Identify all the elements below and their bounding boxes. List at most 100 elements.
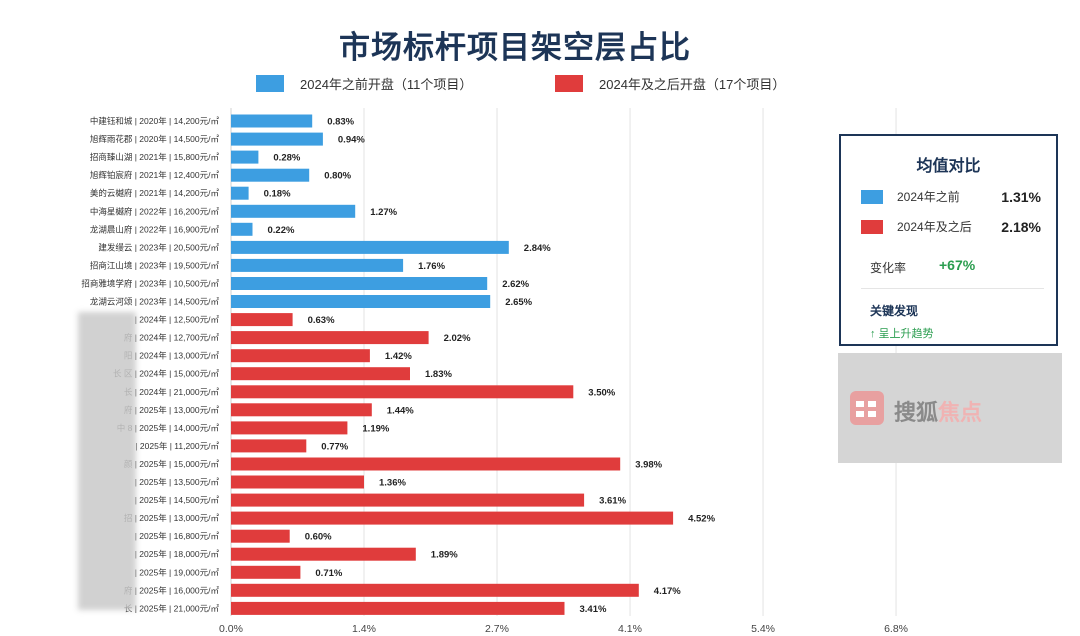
category-label: 龙湖云河颂 | 2023年 | 14,500元/㎡ <box>90 297 220 307</box>
legend-before-label: 2024年之前开盘（11个项目） <box>300 77 473 92</box>
bar-value-label: 0.60% <box>305 532 332 543</box>
summary-title: 均值对比 <box>916 158 981 175</box>
key-findings-title: 关键发现 <box>870 304 919 318</box>
bar <box>231 204 356 218</box>
category-label: 中 8 | 2025年 | 14,000元/㎡ <box>117 423 220 433</box>
bar-value-label: 0.28% <box>273 153 300 164</box>
category-label: 长 | 2025年 | 21,000元/㎡ <box>124 603 220 613</box>
category-label: 龙湖晨山府 | 2022年 | 16,900元/㎡ <box>90 224 220 234</box>
bar-value-label: 1.19% <box>362 423 389 434</box>
bar <box>231 349 370 363</box>
category-label: | 2025年 | 14,500元/㎡ <box>135 495 220 505</box>
category-label: 中建钰和城 | 2020年 | 14,200元/㎡ <box>90 116 220 126</box>
bar <box>231 168 310 182</box>
bar <box>231 511 674 525</box>
summary-before-swatch <box>861 190 883 204</box>
category-label: 旭辉铂宸府 | 2021年 | 12,400元/㎡ <box>90 170 220 180</box>
bar <box>231 529 290 543</box>
watermark-text-b: 焦点 <box>938 400 983 425</box>
bar-value-label: 0.63% <box>308 315 335 326</box>
change-rate-value: +67% <box>939 257 976 273</box>
house-logo-icon <box>850 391 884 425</box>
category-label: | 2024年 | 12,500元/㎡ <box>135 315 220 325</box>
bar-value-label: 2.02% <box>444 333 471 344</box>
bar <box>231 403 372 417</box>
change-rate-label: 变化率 <box>870 261 907 275</box>
category-label: 府 | 2025年 | 13,000元/㎡ <box>124 405 220 415</box>
bar-value-label: 3.98% <box>635 460 662 471</box>
bar <box>231 132 323 146</box>
category-label: 建发缦云 | 2023年 | 20,500元/㎡ <box>98 242 219 252</box>
bar <box>231 475 364 489</box>
bar <box>231 222 253 236</box>
bar <box>231 583 639 597</box>
legend-before: 2024年之前开盘（11个项目） <box>256 74 472 98</box>
legend-after: 2024年及之后开盘（17个项目） <box>555 74 785 98</box>
category-label: | 2025年 | 19,000元/㎡ <box>135 567 220 577</box>
x-tick-label: 4.1% <box>618 623 642 635</box>
bar <box>231 601 565 615</box>
bar-value-label: 3.61% <box>599 496 626 507</box>
category-label: | 2025年 | 13,500元/㎡ <box>135 477 220 487</box>
key-findings-text: ↑ 呈上升趋势 <box>870 328 934 340</box>
x-tick-label: 6.8% <box>884 623 908 635</box>
bar-value-label: 1.42% <box>385 351 412 362</box>
bar-value-label: 1.83% <box>425 369 452 380</box>
bar-value-label: 0.77% <box>321 441 348 452</box>
legend-before-swatch <box>256 75 284 92</box>
bar <box>231 313 293 327</box>
category-label: 府 | 2025年 | 16,000元/㎡ <box>124 585 220 595</box>
bar <box>231 277 488 290</box>
bar-value-label: 1.89% <box>431 550 458 561</box>
category-label: 招 | 2025年 | 13,000元/㎡ <box>124 513 220 523</box>
bar <box>231 493 585 507</box>
bar <box>231 258 404 272</box>
bar-value-label: 2.84% <box>524 243 551 254</box>
category-label: | 2025年 | 18,000元/㎡ <box>135 549 220 559</box>
bar-value-label: 0.94% <box>338 135 365 146</box>
bar <box>231 547 416 561</box>
bar-value-label: 3.50% <box>588 387 615 398</box>
category-label: 长 | 2024年 | 21,000元/㎡ <box>124 387 220 397</box>
bar-value-label: 1.44% <box>387 405 414 416</box>
category-label: 招商雅境学府 | 2023年 | 10,500元/㎡ <box>81 279 219 289</box>
card-divider <box>861 288 1044 289</box>
summary-after-value: 2.18% <box>1001 219 1041 235</box>
bar <box>231 565 301 579</box>
bar-value-label: 0.18% <box>264 189 291 200</box>
bar-value-label: 0.71% <box>315 568 342 579</box>
bar <box>231 457 621 471</box>
bar-value-label: 2.65% <box>505 297 532 308</box>
bar-value-label: 2.62% <box>502 279 529 290</box>
category-label: 招商臻山湖 | 2021年 | 15,800元/㎡ <box>90 152 220 162</box>
bar <box>231 295 491 308</box>
bar <box>231 421 348 435</box>
category-label: | 2025年 | 11,200元/㎡ <box>135 441 219 451</box>
bar <box>231 367 410 381</box>
category-label: 招商江山境 | 2023年 | 19,500元/㎡ <box>90 260 220 270</box>
summary-after-label: 2024年及之后 <box>897 220 972 234</box>
summary-before-value: 1.31% <box>1001 189 1041 205</box>
bar-value-label: 0.22% <box>268 225 295 236</box>
x-tick-label: 1.4% <box>352 623 376 635</box>
bar-value-label: 0.80% <box>324 171 351 182</box>
category-label: 府 | 2024年 | 12,700元/㎡ <box>124 333 220 343</box>
summary-after-row: 2024年及之后 2.18% <box>861 218 1041 236</box>
bar-value-label: 4.52% <box>688 514 715 525</box>
category-label: 中海星樾府 | 2022年 | 16,200元/㎡ <box>90 206 220 216</box>
bar-value-label: 1.27% <box>370 207 397 218</box>
bar-value-label: 4.17% <box>654 586 681 597</box>
bar <box>231 186 249 200</box>
category-label: 颜 | 2025年 | 15,000元/㎡ <box>124 459 220 469</box>
x-tick-label: 5.4% <box>751 623 775 635</box>
category-label: 美的云樾府 | 2021年 | 14,200元/㎡ <box>90 188 220 198</box>
category-label: 旭辉雨花郡 | 2020年 | 14,500元/㎡ <box>90 134 220 144</box>
watermark-text-a: 搜狐 <box>894 400 939 425</box>
bar <box>231 150 259 164</box>
legend-after-label: 2024年及之后开盘（17个项目） <box>599 77 786 92</box>
summary-after-swatch <box>861 220 883 234</box>
bar <box>231 240 509 254</box>
watermark-brand: 搜狐焦点 <box>894 395 982 427</box>
category-label: 阳 | 2024年 | 13,000元/㎡ <box>124 351 220 361</box>
